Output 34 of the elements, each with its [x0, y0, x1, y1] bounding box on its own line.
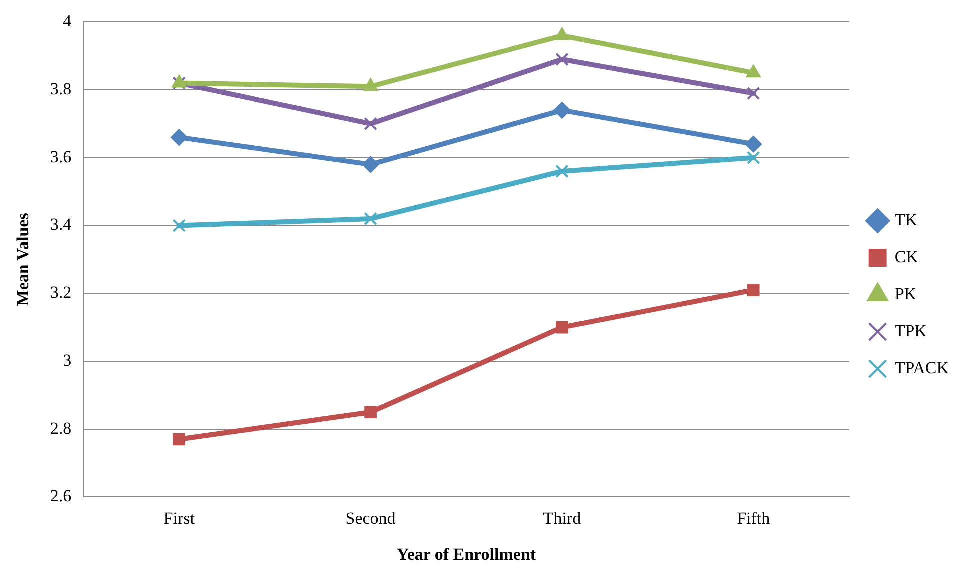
point	[556, 164, 569, 178]
point	[364, 212, 378, 226]
point	[170, 129, 188, 146]
y-tick-label: 3.8	[50, 80, 72, 99]
point	[172, 219, 186, 232]
legend-label: TPK	[894, 321, 928, 340]
point	[746, 86, 760, 100]
point	[364, 406, 377, 419]
point	[747, 284, 760, 296]
y-tick-label: 2.6	[50, 486, 72, 506]
y-tick-label: 2.8	[50, 418, 72, 438]
legend-label: TPACK	[894, 358, 950, 378]
x-tick-label: Fifth	[737, 508, 771, 528]
legend-label: CK	[894, 247, 920, 266]
x-tick-label: Third	[543, 508, 582, 528]
point	[745, 136, 762, 153]
x-axis-title: Year of Enrollment	[396, 545, 536, 564]
legend-label: TK	[894, 210, 918, 230]
point	[556, 52, 569, 66]
point	[746, 151, 760, 165]
y-axis-title: Mean Values	[14, 212, 33, 306]
point	[554, 102, 571, 119]
y-tick-label: 4	[63, 12, 72, 31]
legend-label: PK	[894, 284, 918, 304]
point	[362, 156, 380, 174]
x-tick-label: First	[164, 508, 196, 528]
y-tick-label: 3.4	[50, 215, 72, 234]
point	[364, 117, 378, 131]
y-tick-label: 3.6	[50, 147, 72, 166]
point	[556, 321, 568, 334]
x-tick-label: Second	[346, 508, 396, 528]
point	[173, 433, 186, 446]
y-tick-label: 3	[63, 350, 72, 370]
y-tick-label: 3.2	[50, 283, 72, 302]
